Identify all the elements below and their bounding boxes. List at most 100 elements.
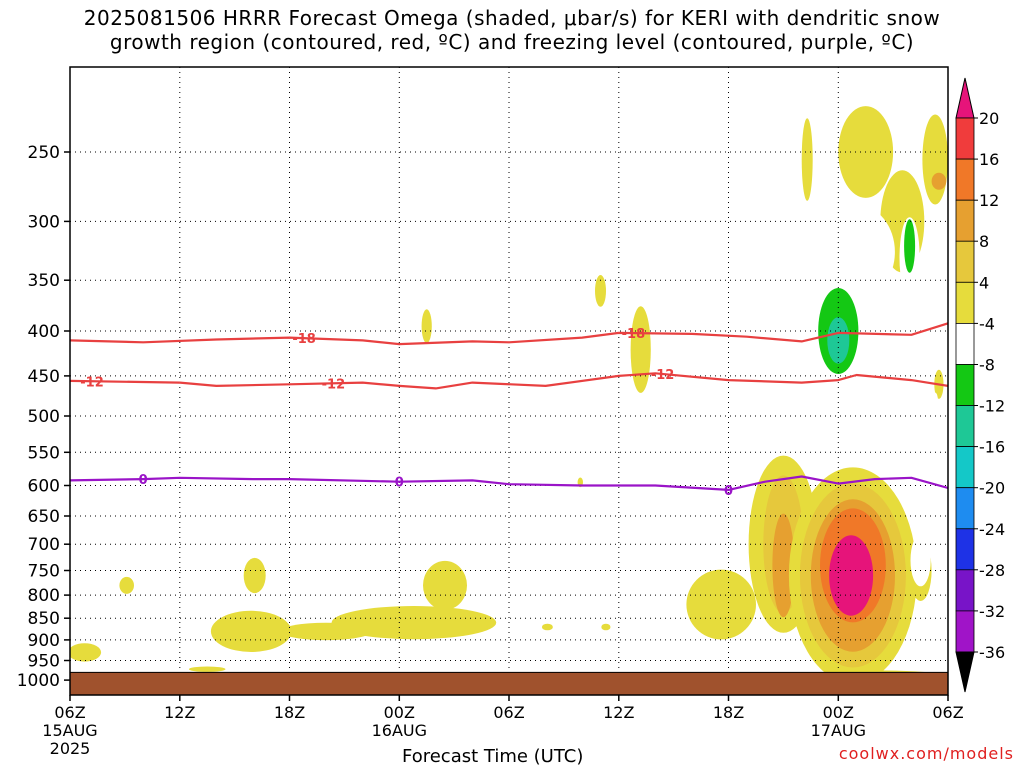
omega-region: [932, 392, 938, 409]
colorbar-label: -4: [979, 314, 995, 333]
y-tick-label: 850: [28, 609, 60, 629]
omega-region: [686, 569, 756, 640]
x-tick-label: 00Z: [384, 703, 415, 722]
omega-region: [772, 513, 795, 618]
y-tick-label: 300: [28, 212, 60, 232]
omega-region: [922, 114, 948, 205]
colorbar-label: -28: [979, 561, 1005, 580]
omega-region: [423, 560, 467, 610]
omega-region: [541, 623, 553, 631]
chart-title: 2025081506 HRRR Forecast Omega (shaded, …: [0, 6, 1024, 54]
colorbar-bin: [955, 364, 975, 406]
omega-region: [210, 610, 292, 653]
y-tick-label: 350: [28, 271, 60, 291]
y-tick-label: 950: [28, 652, 60, 672]
omega-colorbar: 20 16 12 8 4 -4 -8 -12 -16 -20 -24 -28 -32 -36: [955, 77, 1005, 693]
colorbar-label: 12: [979, 191, 999, 210]
x-tick-label: 18Z: [713, 703, 744, 722]
colorbar-label: -20: [979, 479, 1005, 498]
x-tick-label: 06Z: [493, 703, 524, 722]
y-tick-label: 1000: [17, 671, 60, 691]
y-tick-label: 700: [28, 535, 60, 555]
colorbar-label: -8: [979, 356, 995, 375]
omega-region: [740, 85, 754, 249]
colorbar-label: -36: [979, 643, 1005, 662]
contour-label: -12: [322, 377, 346, 392]
y-tick-label: 500: [28, 407, 60, 427]
omega-region: [723, 668, 771, 673]
omega-region: [910, 534, 931, 587]
chart-title-line-2: growth region (contoured, red, ºC) and f…: [109, 30, 915, 54]
temperature-contours: -18 -18 -12 -12 -12 0 0 0: [70, 322, 948, 499]
omega-region: [595, 275, 606, 307]
x-tick-label: 06Z: [54, 703, 85, 722]
x-tick-label: 06Z: [932, 703, 963, 722]
colorbar-label: -12: [979, 397, 1005, 416]
colorbar-bin: [955, 117, 975, 160]
colorbar-label: -24: [979, 520, 1005, 539]
contour-label: 0: [724, 484, 733, 499]
contour-label: 0: [395, 476, 404, 491]
chart-title-line-1: 2025081506 HRRR Forecast Omega (shaded, …: [83, 6, 941, 30]
omega-region: [713, 283, 722, 310]
omega-region: [280, 622, 372, 641]
omega-region: [829, 535, 874, 616]
omega-region: [234, 668, 327, 673]
colorbar-bin: [955, 610, 975, 653]
colorbar-bottom-arrow: [955, 651, 975, 693]
contour-line: [70, 322, 948, 346]
y-tick-label: 250: [28, 143, 60, 163]
omega-region: [630, 306, 651, 393]
x-tick-sublabel: 15AUG: [42, 721, 97, 740]
y-tick-label: 750: [28, 562, 60, 582]
omega-region: [331, 606, 497, 640]
y-tick-label: 900: [28, 631, 60, 651]
contour-label: 0: [139, 473, 148, 488]
pressure-axis: 2503003504004505005506006507007508008509…: [17, 143, 70, 691]
omega-region: [119, 576, 134, 594]
colorbar-label: -16: [979, 438, 1005, 457]
contour-label: -12: [651, 368, 675, 383]
y-tick-label: 800: [28, 586, 60, 606]
x-tick-label: 12Z: [603, 703, 634, 722]
contour-label: -18: [292, 332, 316, 347]
colorbar-bin: [955, 446, 975, 489]
colorbar-bin: [955, 528, 975, 571]
omega-region: [188, 666, 226, 672]
omega-region: [243, 557, 266, 594]
omega-region: [818, 204, 895, 299]
omega-region: [761, 115, 780, 219]
omega-region: [904, 219, 916, 273]
contour-label: -18: [622, 327, 646, 342]
colorbar-label: 16: [979, 150, 999, 169]
omega-region: [931, 172, 947, 190]
omega-shading: [70, 85, 948, 684]
ground-fill: [70, 672, 948, 695]
colorbar-label: 20: [979, 109, 999, 128]
x-tick-label: 12Z: [164, 703, 195, 722]
y-tick-label: 600: [28, 477, 60, 497]
contour-line: [70, 372, 948, 390]
colorbar-bin: [955, 487, 975, 530]
x-tick-label: 18Z: [274, 703, 305, 722]
omega-region: [421, 309, 432, 344]
colorbar-bin: [955, 240, 975, 283]
x-axis-label: Forecast Time (UTC): [402, 746, 584, 767]
omega-region: [70, 643, 102, 662]
colorbar-bin: [955, 281, 975, 324]
colorbar-top-arrow: [955, 77, 975, 119]
x-tick-label: 00Z: [823, 703, 854, 722]
colorbar-bin: [955, 569, 975, 612]
y-tick-label: 550: [28, 443, 60, 463]
y-tick-label: 450: [28, 367, 60, 387]
contour-label: -12: [80, 375, 104, 390]
x-tick-sublabel: 16AUG: [372, 721, 427, 740]
colorbar-bin: [955, 199, 975, 242]
omega-region: [601, 623, 611, 631]
colorbar-bin: [955, 405, 975, 447]
y-tick-label: 650: [28, 507, 60, 527]
colorbar-label: 4: [979, 273, 989, 292]
credit-link[interactable]: coolwx.com/models: [838, 744, 1014, 763]
